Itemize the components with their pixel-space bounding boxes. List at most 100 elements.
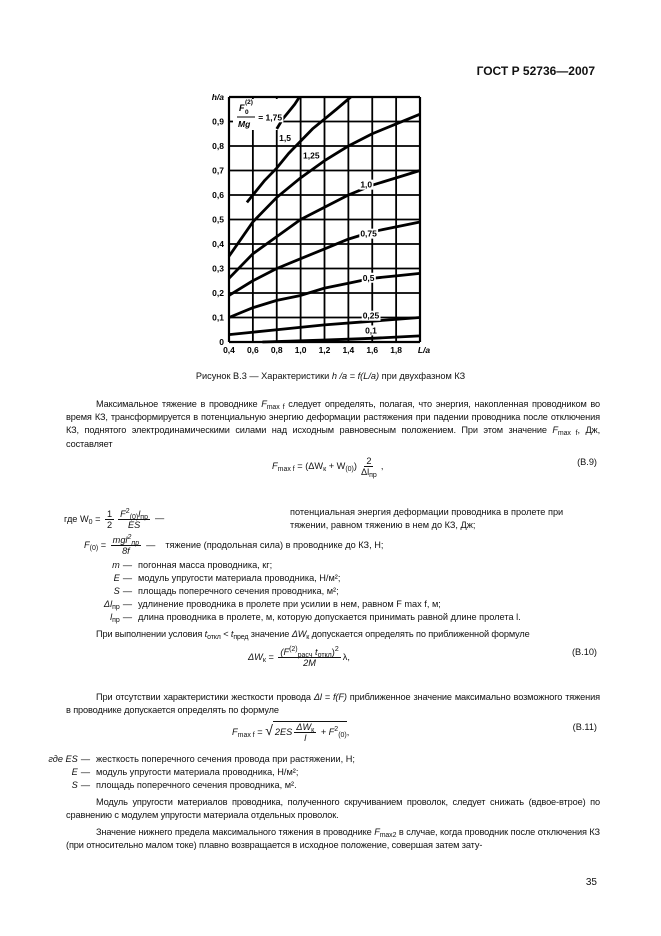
series-label-background xyxy=(364,325,379,336)
superscript: 2 xyxy=(334,646,339,653)
text: значение xyxy=(248,629,292,639)
subscript: (0) xyxy=(89,544,99,552)
caption-suffix: при двухфазном КЗ xyxy=(379,371,466,381)
caption-prefix: Рисунок В.3 — Характеристики xyxy=(195,371,332,381)
definition-row: E — модуль упругости материала проводника,… xyxy=(60,572,521,585)
numerator: ΔWк xyxy=(294,722,317,734)
fraction: (F(2)расч tоткл)2 2M xyxy=(278,646,341,668)
symbol: ΔW xyxy=(291,629,307,639)
text: При отсутствии характеристики жесткости … xyxy=(96,692,314,702)
subscript: пр xyxy=(112,617,120,624)
equation-number-b9: (В.9) xyxy=(577,457,597,467)
y-tick-label: 0,3 xyxy=(212,264,224,274)
dash: — xyxy=(122,560,132,570)
equation-number-b10: (В.10) xyxy=(571,647,597,657)
text: При выполнении условия xyxy=(96,629,205,639)
subscript: (0) xyxy=(129,513,139,521)
definition-row: S — площадь поперечного сечения проводника… xyxy=(60,585,521,598)
symbol: E xyxy=(71,767,78,777)
x-tick-label: 1,0 xyxy=(295,345,307,355)
series-label-background xyxy=(359,179,374,190)
definition-text: жесткость поперечного сечения провода пр… xyxy=(96,754,355,764)
text: в случае, когда проводник после отключен… xyxy=(66,827,600,851)
symbol: 2ES xyxy=(274,726,293,737)
definition-text: удлинение проводника в пролете при усили… xyxy=(138,599,441,609)
y-tick-label: 0 xyxy=(219,337,224,347)
dash: — xyxy=(146,539,156,550)
dash: — xyxy=(80,767,90,777)
symbol: t xyxy=(204,629,208,639)
definition-text: погонная масса проводника, кг; xyxy=(138,560,273,570)
symbol: E xyxy=(113,573,120,583)
formula-part: , xyxy=(380,460,384,471)
definition-row: S — площадь поперечного сечения проводника… xyxy=(48,779,355,792)
sqrt-sign: √ xyxy=(265,721,273,738)
definition-w0: где W0 = 1 2 F2(0)lпр ES — потенциальная эне… xyxy=(64,506,598,532)
subscript: max f xyxy=(237,731,255,739)
formula-part: + W xyxy=(326,460,346,471)
definition-row: где ES — жесткость поперечного сечения про… xyxy=(48,753,355,766)
dash: — xyxy=(122,573,132,583)
formula-b9: Fmax f = (ΔWк + W(0)) 2 Δlпр, xyxy=(272,456,384,479)
text: приближенное значение максимально возмож… xyxy=(66,692,600,716)
symbol: F xyxy=(374,827,380,837)
denominator: Δlпр xyxy=(359,467,379,479)
series-label: 0,1 xyxy=(365,325,377,335)
definition-text: длина проводника в пролете, м, которую д… xyxy=(138,612,521,622)
subscript: пред xyxy=(233,634,249,641)
subscript: к xyxy=(323,465,327,473)
numerator: (F(2)расч tоткл)2 xyxy=(278,646,341,659)
legend-numerator: F xyxy=(239,103,245,113)
y-tick-label: 0,9 xyxy=(212,117,224,127)
symbol: F xyxy=(232,726,238,737)
series-label-background xyxy=(302,150,321,161)
formula-part: = xyxy=(265,651,277,662)
definition-row: E — модуль упругости материала проводника,… xyxy=(48,766,355,779)
symbol: ΔW xyxy=(248,651,263,662)
definition-text: модуль упругости материала проводника, Н… xyxy=(96,767,299,777)
series-label-background xyxy=(361,310,381,321)
symbol: t xyxy=(230,629,234,639)
subscript: пр xyxy=(131,540,140,547)
subscript: откл xyxy=(207,634,221,641)
numerator: 1 xyxy=(105,508,115,520)
expression: Δl = f(F) xyxy=(313,692,347,702)
formula-b10: ΔWк = (F(2)расч tоткл)2 2M λ, xyxy=(248,646,350,668)
text: < xyxy=(220,629,231,639)
symbol: S xyxy=(113,586,120,596)
definition-row: Δlпр — удлинение проводника в пролете при … xyxy=(60,598,521,611)
numerator: 2 xyxy=(364,456,374,467)
denominator: l xyxy=(304,733,307,743)
dash: — xyxy=(80,780,90,790)
y-tick-label: 0,4 xyxy=(212,239,224,249)
symbol: + F xyxy=(318,726,335,737)
y-tick-label: 0,1 xyxy=(212,313,224,323)
x-tick-label: 1,8 xyxy=(390,345,402,355)
subscript: (0) xyxy=(345,465,354,473)
x-axis-label: L/a xyxy=(418,345,431,355)
paragraph-no-stiffness: При отсутствии характеристики жесткости … xyxy=(66,691,600,717)
symbol: Δl xyxy=(103,599,113,609)
x-tick-label: 0,4 xyxy=(223,345,235,355)
series-label: 1,0 xyxy=(360,180,372,190)
symbol: t xyxy=(312,647,318,657)
series-label: 1,5 xyxy=(279,133,291,143)
y-tick-label: 0,6 xyxy=(212,190,224,200)
series-label: 1,25 xyxy=(303,150,320,160)
formula-part: , xyxy=(346,726,350,737)
document-code-header: ГОСТ Р 52736—2007 xyxy=(476,64,595,78)
page-number: 35 xyxy=(585,877,597,888)
symbol: m xyxy=(112,560,120,570)
subscript: к xyxy=(311,727,315,734)
symbol: F xyxy=(120,508,126,519)
formula-part: = xyxy=(98,539,109,550)
paragraph-condition: При выполнении условия tоткл < tпред зна… xyxy=(66,628,600,641)
dash: — xyxy=(154,513,165,524)
dash: — xyxy=(122,599,132,609)
symbol: l xyxy=(138,508,141,519)
formula-part: ) xyxy=(353,460,357,471)
formula-part: = (ΔW xyxy=(294,460,324,471)
series-curve xyxy=(228,272,421,319)
caption-eq: = xyxy=(347,371,358,381)
